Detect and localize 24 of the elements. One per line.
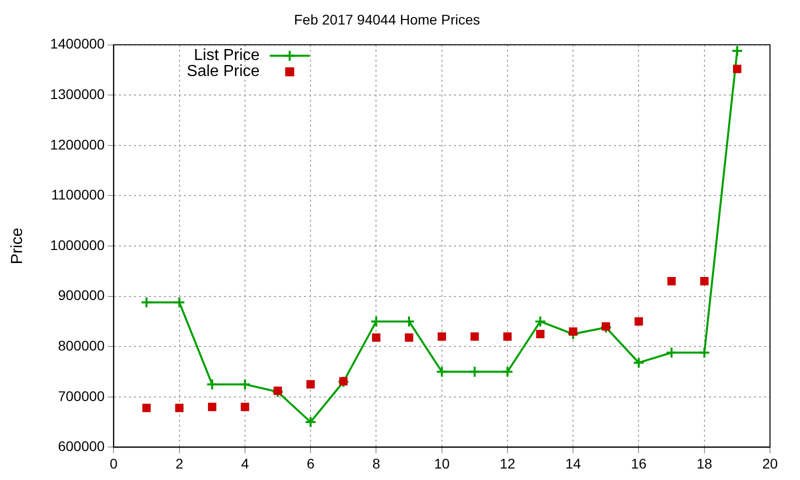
x-tick-label: 20 <box>762 455 778 472</box>
x-tick-label: 12 <box>500 455 516 472</box>
x-tick-label: 6 <box>306 455 315 472</box>
x-tick-label: 8 <box>372 455 380 472</box>
y-tick-label: 600000 <box>58 438 105 454</box>
y-tick-label: 800000 <box>58 337 105 354</box>
legend-label: Sale Price <box>186 63 260 80</box>
x-tick-label: 4 <box>241 455 250 472</box>
x-tick-label: 14 <box>565 455 582 472</box>
chart-title: Feb 2017 94044 Home Prices <box>294 11 480 28</box>
y-tick-label: 1000000 <box>50 236 105 253</box>
legend-label: List Price <box>194 47 260 64</box>
x-tick-label: 16 <box>630 455 647 472</box>
x-tick-label: 0 <box>110 455 118 472</box>
y-axis-title: Price <box>9 228 26 264</box>
x-tick-label: 18 <box>696 455 712 472</box>
x-tick-label: 10 <box>434 455 450 472</box>
y-tick-label: 1200000 <box>50 136 105 152</box>
y-tick-label: 1400000 <box>50 36 105 52</box>
y-tick-label: 900000 <box>58 287 105 304</box>
y-tick-label: 700000 <box>58 388 105 404</box>
y-tick-label: 1100000 <box>51 186 105 203</box>
y-tick-label: 1300000 <box>50 86 105 102</box>
x-tick-label: 2 <box>175 455 184 472</box>
